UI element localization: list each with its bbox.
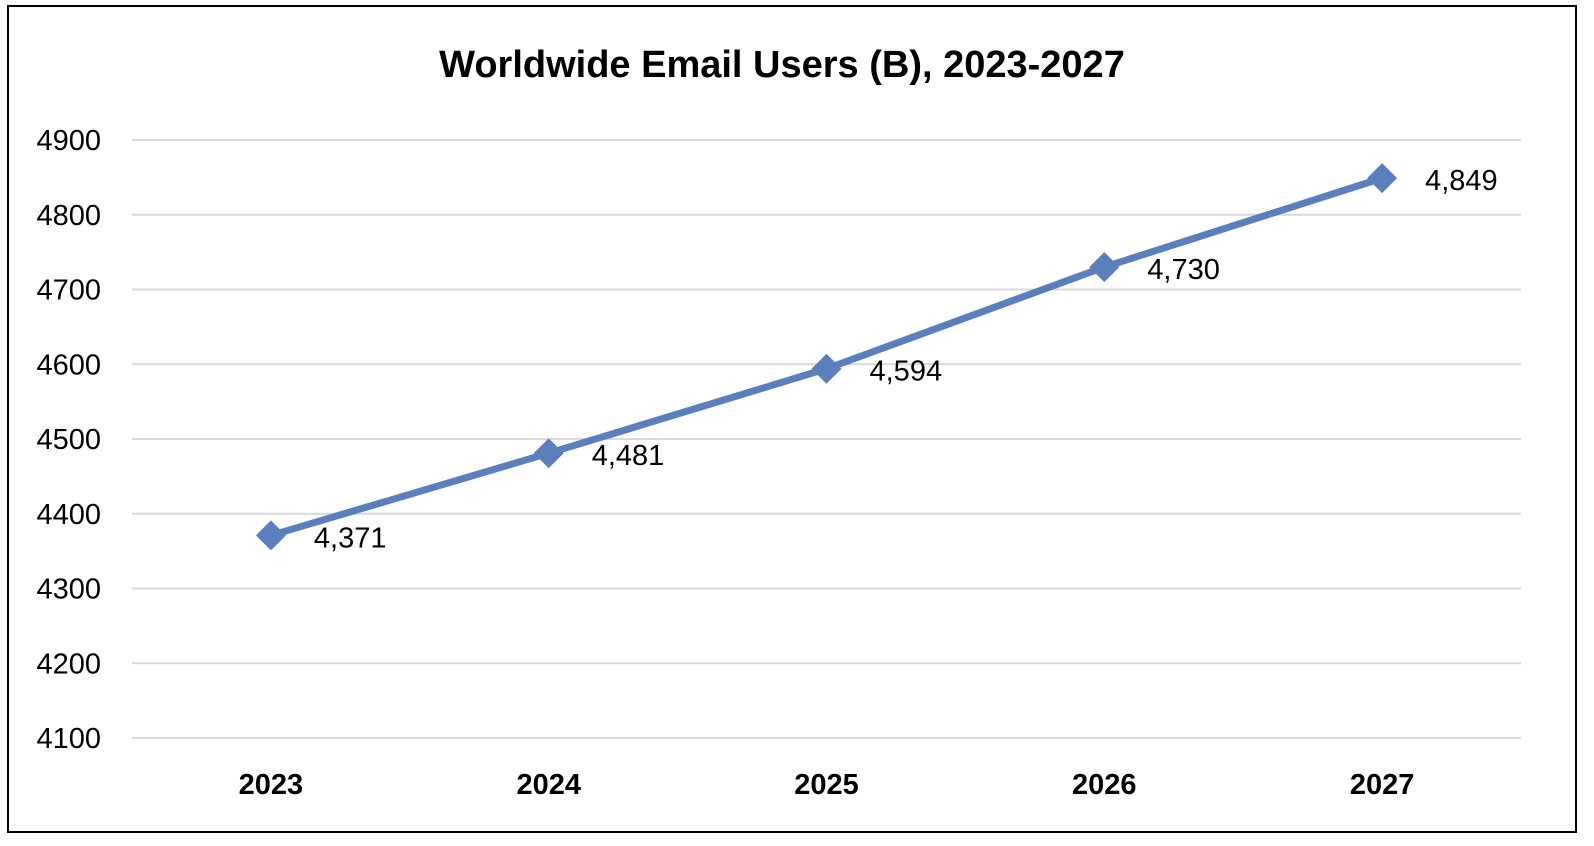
diamond-marker — [1367, 163, 1398, 194]
diamond-marker — [811, 353, 842, 384]
y-tick-label: 4100 — [36, 723, 101, 755]
x-axis-tick-labels: 2023 2024 2025 2026 2027 — [239, 769, 1415, 801]
x-tick-label: 2023 — [239, 769, 304, 801]
data-label: 4,371 — [314, 522, 387, 554]
chart-frame: Worldwide Email Users (B), 2023-2027 410… — [7, 5, 1577, 833]
gridlines — [132, 139, 1521, 739]
y-axis-tick-labels: 4100 4200 4300 4400 4500 4600 4700 4800 4900 — [36, 125, 101, 755]
series-markers — [255, 163, 1398, 551]
data-label: 4,849 — [1425, 165, 1498, 197]
data-labels: 4,371 4,481 4,594 4,730 4,849 — [314, 165, 1498, 554]
y-tick-label: 4400 — [36, 499, 101, 531]
x-tick-label: 2026 — [1072, 769, 1137, 801]
line-chart: Worldwide Email Users (B), 2023-2027 410… — [36, 44, 1521, 801]
x-tick-label: 2027 — [1350, 769, 1415, 801]
x-tick-label: 2024 — [516, 769, 581, 801]
data-label: 4,481 — [592, 440, 665, 472]
y-tick-label: 4600 — [36, 349, 101, 381]
data-label: 4,730 — [1147, 254, 1220, 286]
diamond-marker — [255, 520, 286, 551]
y-tick-label: 4500 — [36, 424, 101, 456]
y-tick-label: 4200 — [36, 648, 101, 680]
y-tick-label: 4300 — [36, 574, 101, 606]
chart-title: Worldwide Email Users (B), 2023-2027 — [439, 44, 1125, 86]
y-tick-label: 4800 — [36, 200, 101, 232]
y-tick-label: 4900 — [36, 125, 101, 157]
x-tick-label: 2025 — [794, 769, 859, 801]
y-tick-label: 4700 — [36, 275, 101, 307]
diamond-marker — [533, 438, 564, 469]
diamond-marker — [1089, 252, 1120, 283]
data-label: 4,594 — [870, 356, 943, 388]
